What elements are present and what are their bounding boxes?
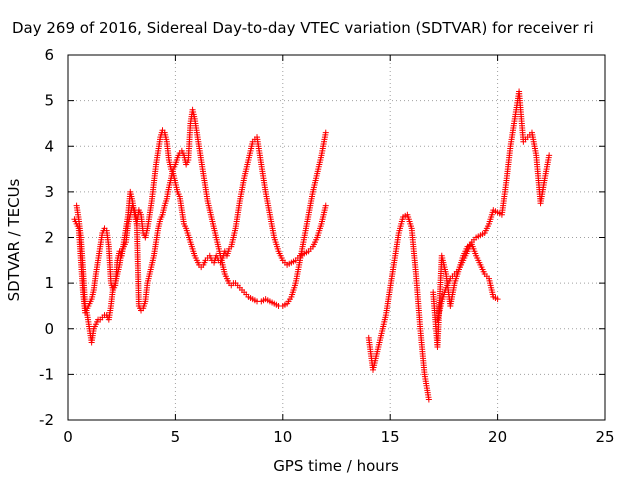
y-tick-label: 1	[44, 274, 54, 292]
x-tick-label: 25	[595, 428, 614, 446]
x-tick-label: 5	[171, 428, 181, 446]
x-tick-label: 10	[273, 428, 292, 446]
y-tick-label: 3	[44, 183, 54, 201]
data-point	[322, 202, 329, 209]
data-point	[494, 296, 501, 303]
y-tick-label: -1	[39, 365, 54, 383]
data-point	[322, 129, 329, 136]
y-tick-label: 0	[44, 320, 54, 338]
y-tick-label: 5	[44, 92, 54, 110]
chart-title: Day 269 of 2016, Sidereal Day-to-day VTE…	[12, 19, 594, 37]
x-tick-label: 0	[63, 428, 73, 446]
data-point	[425, 396, 432, 403]
y-tick-label: 4	[44, 137, 54, 155]
y-tick-label: 2	[44, 229, 54, 247]
y-tick-label: -2	[39, 411, 54, 429]
ticks: 0 5 10 15 20 25 -2 -1 0 1 2 3 4 5 6	[39, 46, 615, 446]
y-tick-label: 6	[44, 46, 54, 64]
x-axis-label: GPS time / hours	[273, 457, 399, 475]
y-axis-label: SDTVAR / TECUs	[5, 178, 23, 301]
data-point	[546, 152, 553, 159]
x-tick-label: 15	[381, 428, 400, 446]
grid	[68, 55, 605, 420]
x-tick-label: 20	[488, 428, 507, 446]
data-points	[71, 88, 553, 403]
